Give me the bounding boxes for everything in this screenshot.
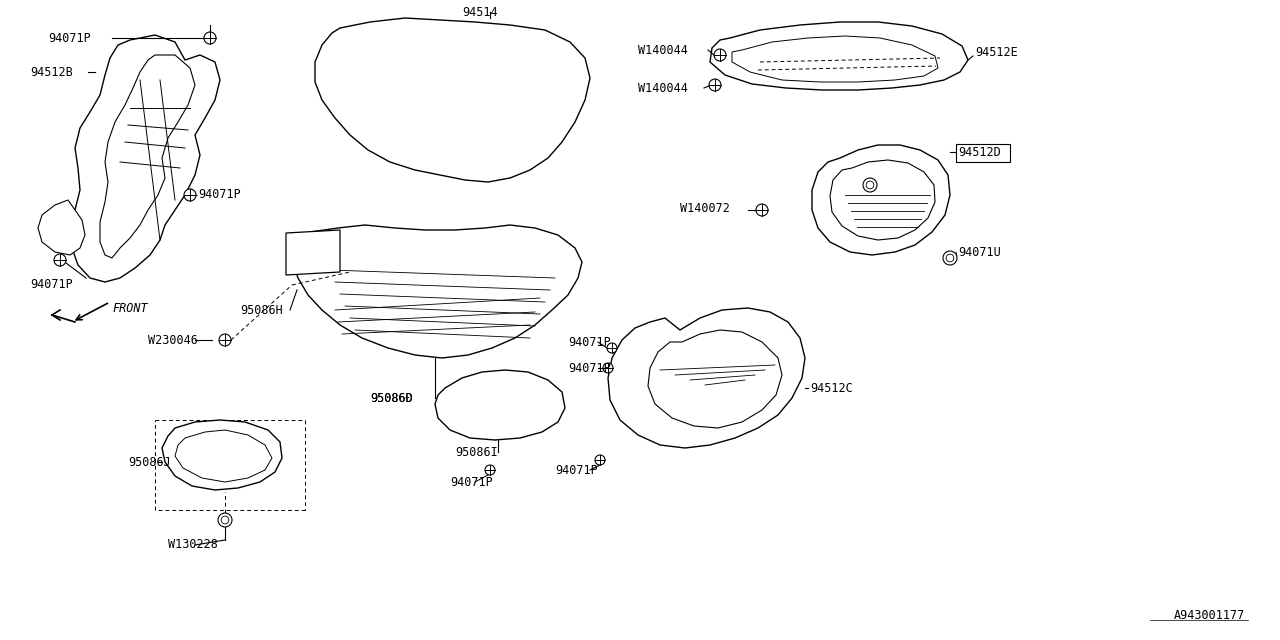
Polygon shape <box>175 430 273 482</box>
Text: W230046: W230046 <box>148 333 198 346</box>
Text: 94071P: 94071P <box>451 476 493 488</box>
Text: W140044: W140044 <box>637 81 687 95</box>
Text: 95086I: 95086I <box>454 445 498 458</box>
Polygon shape <box>70 35 220 282</box>
Circle shape <box>943 251 957 265</box>
Text: 95086Ð: 95086Ð <box>370 392 412 404</box>
Polygon shape <box>435 370 564 440</box>
Polygon shape <box>38 200 84 255</box>
Text: 94071P: 94071P <box>568 362 611 374</box>
Text: 95086D: 95086D <box>370 392 412 404</box>
Circle shape <box>221 516 229 524</box>
Circle shape <box>756 204 768 216</box>
Text: 94071P: 94071P <box>29 278 73 291</box>
Text: 94512B: 94512B <box>29 65 73 79</box>
Text: W130228: W130228 <box>168 538 218 552</box>
Polygon shape <box>812 145 950 255</box>
Text: 94071U: 94071U <box>957 246 1001 259</box>
Polygon shape <box>648 330 782 428</box>
Circle shape <box>863 178 877 192</box>
Circle shape <box>946 254 954 262</box>
Circle shape <box>709 79 721 91</box>
Polygon shape <box>315 18 590 182</box>
Text: FRONT: FRONT <box>113 301 147 314</box>
Polygon shape <box>710 22 968 90</box>
Circle shape <box>595 455 605 465</box>
Circle shape <box>219 334 230 346</box>
Circle shape <box>603 363 613 373</box>
Circle shape <box>218 513 232 527</box>
Circle shape <box>607 343 617 353</box>
Circle shape <box>485 465 495 475</box>
Polygon shape <box>100 55 195 258</box>
Text: 95086J: 95086J <box>128 456 170 468</box>
Text: 94514: 94514 <box>462 6 498 19</box>
Polygon shape <box>285 230 340 275</box>
Text: 94512C: 94512C <box>810 381 852 394</box>
Polygon shape <box>291 225 582 358</box>
Text: 94071P: 94071P <box>198 189 241 202</box>
Polygon shape <box>732 36 938 82</box>
Text: 94071P: 94071P <box>568 335 611 349</box>
Text: W140044: W140044 <box>637 44 687 56</box>
Text: 94071P: 94071P <box>556 463 598 477</box>
Polygon shape <box>608 308 805 448</box>
Circle shape <box>204 32 216 44</box>
Circle shape <box>184 189 196 201</box>
Text: 94071P: 94071P <box>49 31 91 45</box>
Text: A943001177: A943001177 <box>1174 609 1245 622</box>
Polygon shape <box>163 420 282 490</box>
Text: 94512E: 94512E <box>975 45 1018 58</box>
Circle shape <box>714 49 726 61</box>
Circle shape <box>867 181 874 189</box>
Polygon shape <box>829 160 934 240</box>
Text: 94512D: 94512D <box>957 145 1001 159</box>
Text: 95086H: 95086H <box>241 303 283 317</box>
Circle shape <box>54 254 67 266</box>
Text: W140072: W140072 <box>680 202 730 214</box>
